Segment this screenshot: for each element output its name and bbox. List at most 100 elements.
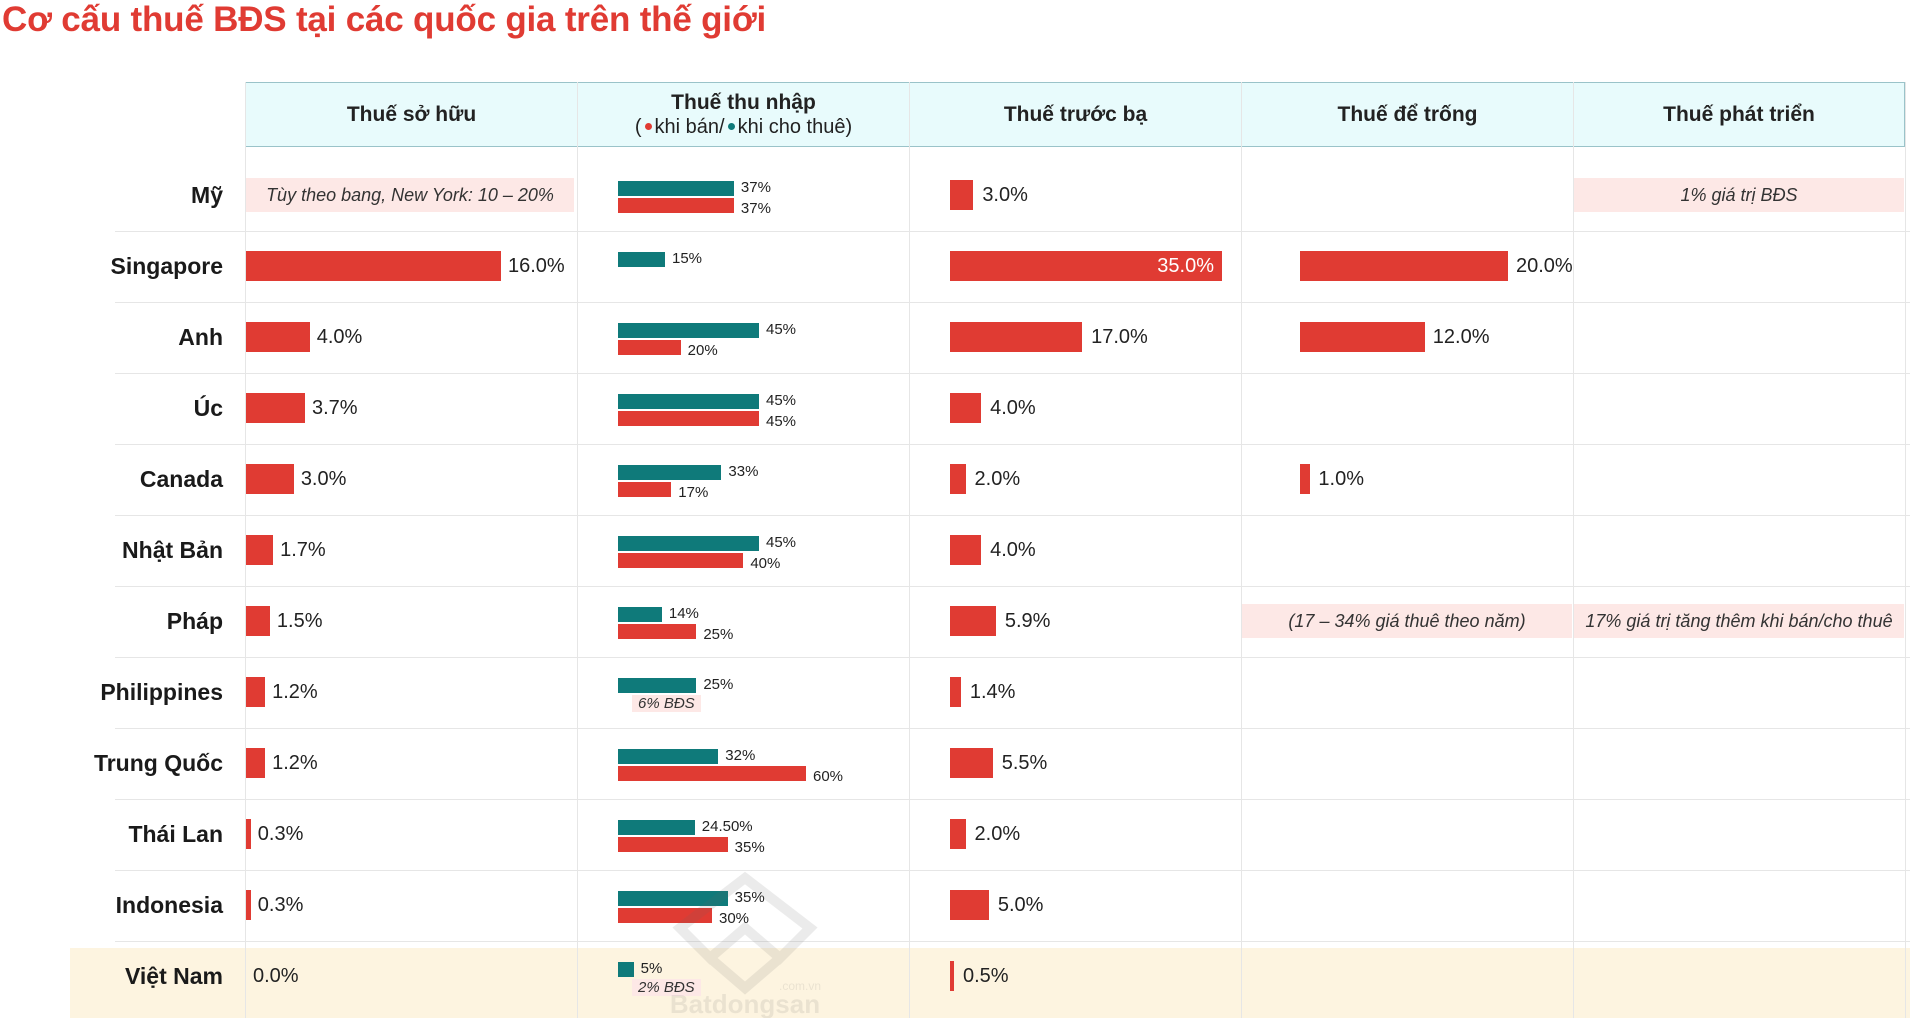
ownership-note: Tùy theo bang, New York: 10 – 20% xyxy=(246,178,574,212)
header-registration: Thuế trước bạ xyxy=(909,82,1241,147)
header-income-label: Thuế thu nhập xyxy=(671,90,816,114)
income-sell-bar xyxy=(618,766,806,781)
income-rent-bar xyxy=(618,962,634,977)
income-rent-bar xyxy=(618,749,719,764)
ownership-value-label: 0.0% xyxy=(253,965,299,987)
registration-bar xyxy=(950,890,989,920)
registration-value-label: 1.4% xyxy=(969,681,1016,703)
country-label: Singapore xyxy=(110,253,223,279)
row-separator xyxy=(115,657,1910,658)
income-sell-value-label: 37% xyxy=(740,200,771,217)
country-label: Thái Lan xyxy=(128,821,223,847)
ownership-bar xyxy=(246,535,274,565)
vacancy-value-label: 1.0% xyxy=(1318,468,1364,490)
country-label: Philippines xyxy=(100,679,223,705)
row-separator xyxy=(115,444,1910,445)
registration-bar xyxy=(950,464,966,494)
ownership-bar xyxy=(246,748,266,778)
registration-value-label: 4.0% xyxy=(990,539,1036,561)
development-note: 1% giá trị BĐS xyxy=(1574,178,1904,212)
ownership-value-label: 0.3% xyxy=(257,823,304,845)
income-sell-bar xyxy=(618,553,744,568)
income-rent-bar xyxy=(618,891,728,906)
income-rent-bar xyxy=(618,820,695,835)
column-separator xyxy=(245,82,246,1018)
income-rent-value-label: 5% xyxy=(640,960,663,977)
registration-value-label: 17.0% xyxy=(1091,326,1148,348)
column-separator xyxy=(909,82,910,1018)
ownership-bar xyxy=(246,393,305,423)
country-label: Indonesia xyxy=(115,892,223,918)
income-sell-bar xyxy=(618,624,697,639)
income-rent-value-label: 37% xyxy=(740,179,771,196)
vacancy-bar xyxy=(1300,322,1425,352)
income-rent-value-label: 24.50% xyxy=(701,818,753,835)
income-rent-value-label: 32% xyxy=(725,747,756,764)
income-sell-note: 6% BĐS xyxy=(632,695,701,712)
income-rent-bar xyxy=(618,394,759,409)
ownership-value-label: 3.7% xyxy=(311,397,358,419)
country-label: Pháp xyxy=(166,608,223,634)
ownership-bar xyxy=(246,251,501,281)
header-income: Thuế thu nhập (khi bán/khi cho thuê) xyxy=(577,82,909,147)
country-label: Trung Quốc xyxy=(93,750,223,776)
chart-title: Cơ cấu thuế BĐS tại các quốc gia trên th… xyxy=(2,0,767,39)
country-label: Úc xyxy=(193,395,223,421)
registration-bar xyxy=(950,748,993,778)
column-separator xyxy=(1905,82,1906,1018)
registration-value-label: 5.0% xyxy=(997,894,1044,916)
ownership-value-label: 1.2% xyxy=(272,752,318,774)
registration-bar xyxy=(950,606,996,636)
header-development-label: Thuế phát triển xyxy=(1663,102,1815,126)
income-sell-value-label: 60% xyxy=(813,768,844,785)
ownership-bar xyxy=(246,464,294,494)
registration-bar xyxy=(950,961,954,991)
registration-bar xyxy=(950,535,982,565)
income-sell-value-label: 20% xyxy=(687,342,718,359)
income-rent-value-label: 25% xyxy=(703,676,734,693)
income-sell-value-label: 30% xyxy=(719,910,750,927)
income-sell-value-label: 35% xyxy=(734,839,765,856)
development-note: 17% giá trị tăng thêm khi bán/cho thuê xyxy=(1574,604,1904,638)
column-separator xyxy=(577,82,578,1018)
registration-value-label: 3.0% xyxy=(982,184,1028,206)
header-registration-label: Thuế trước bạ xyxy=(1003,102,1148,126)
header-ownership: Thuế sở hữu xyxy=(245,82,577,147)
income-sell-bar xyxy=(618,198,734,213)
column-separator xyxy=(1573,82,1574,1018)
legend-sell-dot-icon xyxy=(644,122,652,130)
row-separator xyxy=(115,231,1910,232)
row-separator xyxy=(115,302,1910,303)
registration-value-label: 0.5% xyxy=(963,965,1009,987)
income-sell-value-label: 17% xyxy=(678,484,709,501)
row-separator xyxy=(115,373,1910,374)
income-sell-note: 2% BĐS xyxy=(632,979,701,996)
header-ownership-label: Thuế sở hữu xyxy=(346,102,477,126)
income-rent-value-label: 45% xyxy=(766,392,797,409)
registration-bar xyxy=(950,393,982,423)
country-label: Anh xyxy=(178,324,223,350)
income-sell-bar xyxy=(618,340,681,355)
income-rent-bar xyxy=(618,181,734,196)
header-vacancy: Thuế để trống xyxy=(1241,82,1573,147)
watermark-logo-icon: Batdongsan .com.vn xyxy=(670,871,821,1018)
legend-rent-label: khi cho thuê) xyxy=(737,116,853,139)
income-rent-value-label: 33% xyxy=(728,463,759,480)
income-rent-bar xyxy=(618,252,665,267)
ownership-value-label: 1.7% xyxy=(280,539,326,561)
registration-bar xyxy=(950,677,961,707)
income-rent-value-label: 45% xyxy=(766,534,797,551)
registration-bar xyxy=(950,251,1222,281)
ownership-value-label: 1.5% xyxy=(276,610,323,632)
income-sell-bar xyxy=(618,411,759,426)
ownership-value-label: 4.0% xyxy=(316,326,363,348)
registration-bar xyxy=(950,322,1083,352)
registration-value-label: 2.0% xyxy=(974,823,1021,845)
header-income-legend: (khi bán/khi cho thuê) xyxy=(635,115,852,139)
income-rent-bar xyxy=(618,323,759,338)
registration-value-label: 4.0% xyxy=(990,397,1036,419)
header-development: Thuế phát triển xyxy=(1573,82,1905,147)
ownership-value-label: 0.3% xyxy=(257,894,304,916)
income-sell-value-label: 45% xyxy=(766,413,797,430)
income-rent-value-label: 45% xyxy=(766,321,797,338)
